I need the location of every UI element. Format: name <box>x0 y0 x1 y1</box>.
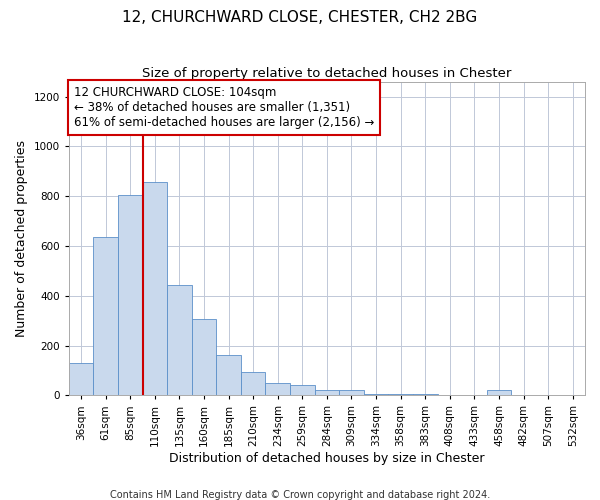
Bar <box>314 390 339 396</box>
Bar <box>94 237 118 396</box>
Bar <box>265 383 290 396</box>
Bar <box>413 394 437 396</box>
Bar <box>364 394 388 396</box>
Bar <box>290 386 314 396</box>
X-axis label: Distribution of detached houses by size in Chester: Distribution of detached houses by size … <box>169 452 485 465</box>
Text: 12 CHURCHWARD CLOSE: 104sqm
← 38% of detached houses are smaller (1,351)
61% of : 12 CHURCHWARD CLOSE: 104sqm ← 38% of det… <box>74 86 374 130</box>
Bar <box>217 356 241 396</box>
Bar <box>487 390 511 396</box>
Bar <box>69 363 94 396</box>
Bar <box>339 390 364 396</box>
Bar <box>143 182 167 396</box>
Bar <box>241 372 265 396</box>
Bar <box>167 284 192 396</box>
Bar <box>118 195 143 396</box>
Title: Size of property relative to detached houses in Chester: Size of property relative to detached ho… <box>142 68 512 80</box>
Bar <box>388 394 413 396</box>
Y-axis label: Number of detached properties: Number of detached properties <box>15 140 28 337</box>
Text: 12, CHURCHWARD CLOSE, CHESTER, CH2 2BG: 12, CHURCHWARD CLOSE, CHESTER, CH2 2BG <box>122 10 478 25</box>
Bar <box>192 320 217 396</box>
Text: Contains HM Land Registry data © Crown copyright and database right 2024.: Contains HM Land Registry data © Crown c… <box>110 490 490 500</box>
